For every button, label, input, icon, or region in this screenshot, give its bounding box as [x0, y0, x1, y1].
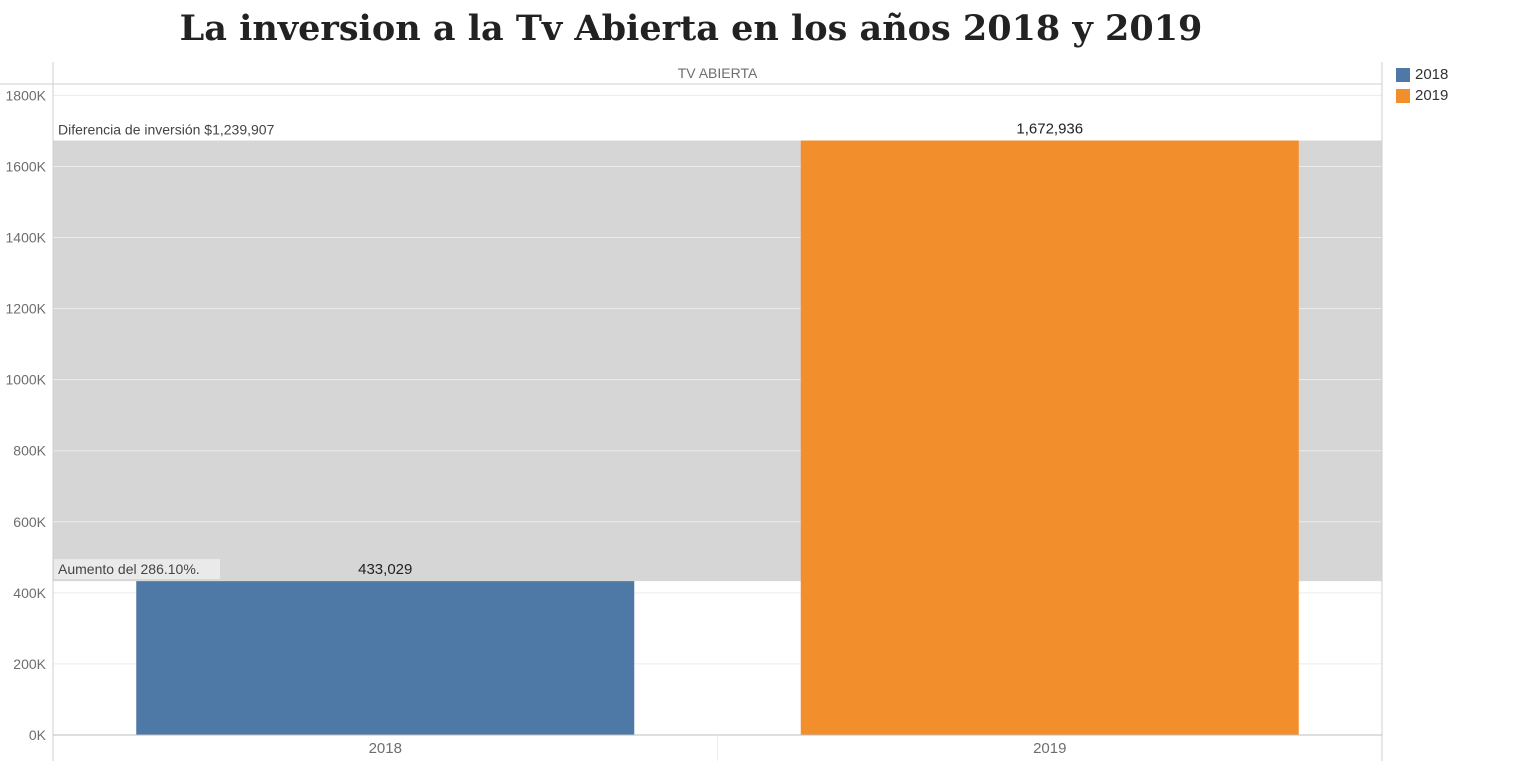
pane-header: TV ABIERTA [678, 65, 758, 81]
legend-item-2018[interactable]: 2018 [1396, 64, 1448, 85]
legend-label: 2019 [1415, 87, 1449, 104]
chart-frame [0, 62, 1383, 761]
data-label-2018: 433,029 [358, 561, 412, 578]
y-tick-label: 800K [13, 443, 46, 459]
y-tick-label: 200K [13, 656, 46, 672]
legend-item-2019[interactable]: 2019 [1396, 85, 1448, 106]
bars [136, 140, 1299, 735]
x-tick-label-2018: 2018 [369, 740, 402, 757]
chart-title: La inversion a la Tv Abierta en los años… [179, 8, 1203, 49]
legend-swatch-2018 [1396, 67, 1410, 82]
annotation-increase: Aumento del 286.10%. [58, 561, 200, 577]
annotation-increase-bg [54, 559, 220, 580]
y-tick-label: 1000K [6, 372, 47, 388]
y-tick-label: 400K [13, 585, 46, 601]
data-label-2019: 1,672,936 [1016, 121, 1083, 138]
chart-text: 0K 200K 400K 600K 800K 1000K 1200K 1400K 1600K 18… [6, 65, 1084, 757]
y-tick-label: 0K [29, 727, 47, 743]
y-tick-label: 600K [13, 514, 46, 530]
bar-2018 [136, 581, 635, 735]
y-tick-label: 1400K [6, 230, 47, 246]
legend-swatch-2019 [1396, 88, 1410, 103]
y-tick-label: 1800K [6, 87, 47, 103]
legend: 2018 2019 [1396, 64, 1448, 106]
legend-label: 2018 [1415, 66, 1449, 83]
y-tick-label: 1600K [6, 158, 47, 174]
x-tick-label-2019: 2019 [1033, 740, 1066, 757]
y-tick-label: 1200K [6, 301, 47, 317]
bar-2019 [800, 140, 1299, 735]
annotation-difference: Diferencia de inversión $1,239,907 [58, 122, 275, 138]
